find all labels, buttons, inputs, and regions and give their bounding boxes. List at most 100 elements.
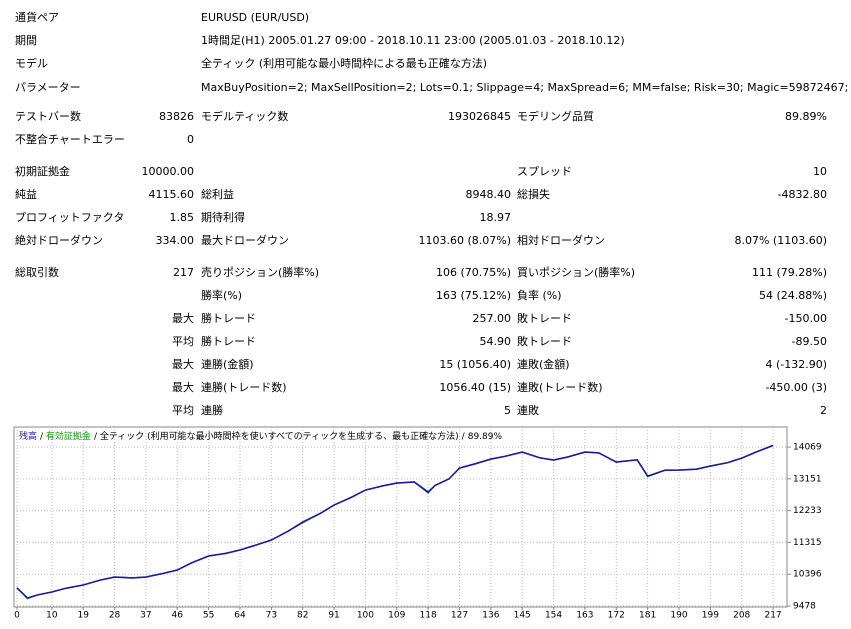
- y-tick-label: 14069: [793, 443, 822, 453]
- series-line: [16, 444, 774, 599]
- field-label: テストバー数: [15, 110, 81, 123]
- field-label: 総損失: [517, 188, 550, 201]
- x-tick-label: 82: [297, 611, 308, 621]
- field-label: 期間: [15, 34, 37, 47]
- field-value: 1056.40 (15): [439, 381, 511, 394]
- field-value: 18.97: [479, 211, 512, 224]
- legend-quality: 89.89%: [468, 432, 503, 442]
- x-tick-label: 154: [545, 611, 562, 621]
- field-value: 163 (75.12%): [435, 289, 511, 302]
- field-label: 総取引数: [15, 266, 59, 279]
- x-tick-label: 217: [764, 611, 781, 621]
- field-label: 売りポジション(勝率%): [201, 266, 320, 279]
- y-tick-label: 11315: [793, 538, 822, 548]
- y-tick-label: 10396: [793, 570, 822, 580]
- x-tick-label: 91: [328, 611, 339, 621]
- field-value: 111 (79.28%): [751, 266, 827, 279]
- x-tick-label: 145: [514, 611, 531, 621]
- field-label: 連勝: [201, 404, 223, 417]
- x-tick-label: 100: [357, 611, 374, 621]
- field-value: 0: [187, 133, 194, 146]
- y-tick-label: 12233: [793, 506, 822, 516]
- x-tick-label: 127: [451, 611, 468, 621]
- legend-separator: /: [94, 432, 100, 442]
- field-value: 1103.60 (8.07%): [418, 234, 511, 247]
- x-tick-label: 208: [733, 611, 750, 621]
- x-tick-label: 136: [482, 611, 499, 621]
- field-value: 217: [173, 266, 194, 279]
- field-value: 10: [813, 165, 827, 178]
- field-label: 連勝(金額): [201, 358, 254, 371]
- y-tick-label: 13151: [793, 474, 822, 484]
- field-value: 最大: [172, 312, 194, 325]
- field-label: 絶対ドローダウン: [15, 234, 103, 247]
- field-label: 敗トレード: [517, 312, 572, 325]
- field-value: 83826: [159, 110, 194, 123]
- x-tick-label: 46: [172, 611, 184, 621]
- field-label: 総利益: [201, 188, 234, 201]
- field-label: 期待利得: [201, 211, 245, 224]
- x-tick-label: 73: [266, 611, 277, 621]
- field-value: 4 (-132.90): [765, 358, 827, 371]
- field-label: 通貨ペア: [15, 11, 59, 24]
- field-value: 2: [820, 404, 827, 417]
- x-tick-label: 55: [203, 611, 214, 621]
- field-value: 54 (24.88%): [758, 289, 827, 302]
- field-value: 4115.60: [148, 188, 195, 201]
- legend: 残高 / 有効証拠金 / 全ティック (利用可能な最小時間枠を使いすべてのティックを…: [19, 430, 502, 442]
- field-value: 106 (70.75%): [435, 266, 511, 279]
- field-label: スプレッド: [517, 165, 572, 178]
- field-label: 初期証拠金: [15, 165, 70, 178]
- field-label: 1時間足(H1) 2005.01.27 09:00 - 2018.10.11 2…: [201, 34, 625, 47]
- x-tick-label: 28: [109, 611, 121, 621]
- legend-separator: /: [462, 432, 466, 442]
- field-label: プロフィットファクタ: [15, 211, 125, 224]
- field-label: 勝トレード: [201, 335, 256, 348]
- field-label: 連勝(トレード数): [201, 381, 287, 394]
- field-label: 勝率(%): [201, 289, 243, 302]
- field-label: 全ティック (利用可能な最小時間枠による最も正確な方法): [201, 57, 488, 70]
- field-label: 相対ドローダウン: [517, 234, 605, 247]
- field-value: 平均: [172, 404, 194, 417]
- field-label: EURUSD (EUR/USD): [201, 11, 310, 24]
- field-value: 334.00: [155, 234, 195, 247]
- field-value: -4832.80: [777, 188, 827, 201]
- legend-model: 全ティック (利用可能な最小時間枠を使いすべてのティックを生成する、最も正確な方…: [100, 430, 459, 442]
- field-label: 連敗(トレード数): [517, 381, 603, 394]
- field-value: 10000.00: [141, 165, 195, 178]
- field-value: -89.50: [791, 335, 827, 348]
- field-value: 54.90: [479, 335, 512, 348]
- legend-entry: 残高: [19, 430, 37, 442]
- x-tick-label: 19: [77, 611, 89, 621]
- field-value: 5: [504, 404, 511, 417]
- field-value: 1.85: [169, 211, 195, 224]
- x-tick-label: 118: [420, 611, 437, 621]
- x-tick-label: 0: [14, 611, 20, 621]
- field-label: 負率 (%): [517, 289, 562, 302]
- field-label: MaxBuyPosition=2; MaxSellPosition=2; Lot…: [201, 81, 849, 94]
- field-value: 最大: [172, 381, 194, 394]
- x-tick-label: 64: [234, 611, 246, 621]
- field-value: 15 (1056.40): [439, 358, 511, 371]
- field-value: 193026845: [448, 110, 511, 123]
- field-label: モデル: [15, 57, 48, 70]
- x-tick-label: 199: [702, 611, 719, 621]
- field-label: パラメーター: [15, 81, 81, 94]
- field-label: 不整合チャートエラー: [15, 133, 125, 146]
- field-label: 純益: [15, 188, 37, 201]
- field-value: -150.00: [784, 312, 827, 325]
- field-value: 8948.40: [465, 188, 512, 201]
- field-label: 連敗: [517, 404, 539, 417]
- legend-entry: 有効証拠金: [46, 430, 91, 442]
- field-value: 257.00: [472, 312, 512, 325]
- field-value: 89.89%: [785, 110, 827, 123]
- field-value: 最大: [172, 358, 194, 371]
- x-tick-label: 37: [140, 611, 151, 621]
- field-label: モデリング品質: [517, 110, 594, 123]
- field-label: 買いポジション(勝率%): [517, 266, 636, 279]
- x-tick-label: 109: [388, 611, 405, 621]
- field-label: 連敗(金額): [517, 358, 570, 371]
- legend-separator: /: [40, 432, 46, 442]
